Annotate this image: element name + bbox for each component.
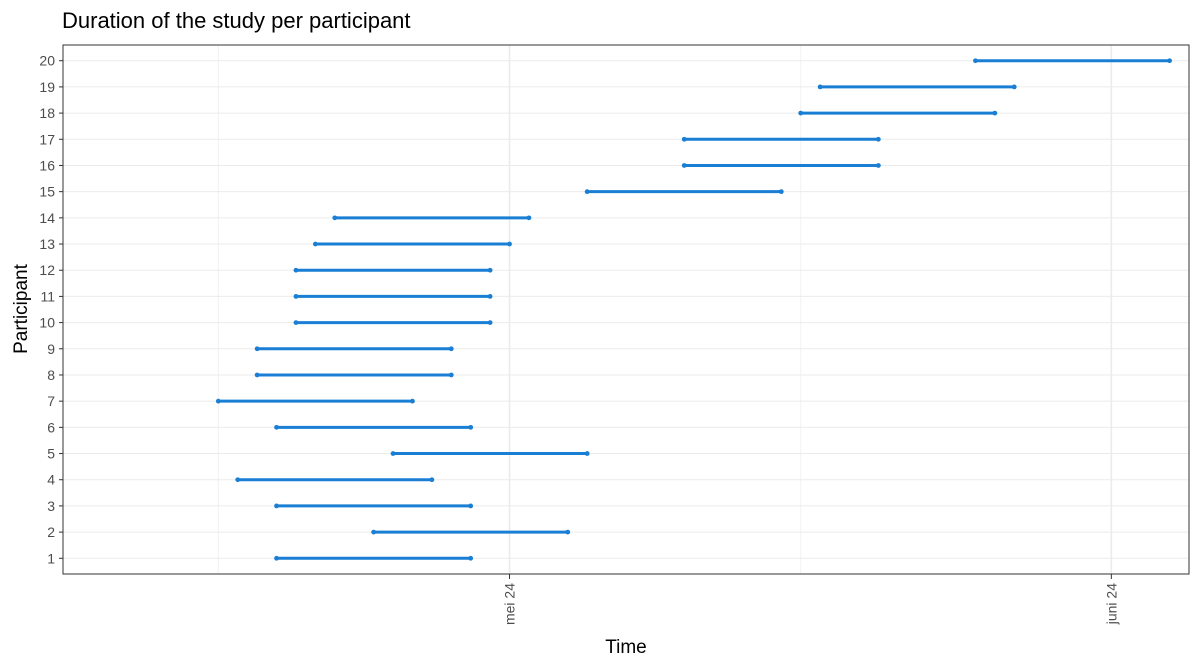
participant-3-end-point [468, 503, 474, 509]
y-tick-label: 8 [47, 367, 55, 383]
panel-border [62, 44, 1190, 575]
participant-13-start-point [312, 241, 318, 247]
participant-segments [215, 58, 1172, 561]
participant-6-start-point [274, 424, 279, 430]
participant-12-end-point [487, 267, 493, 273]
participant-2-start-point [371, 529, 377, 535]
participant-8-start-point [254, 372, 260, 378]
y-tick-label: 17 [39, 131, 55, 147]
participant-9-end-point [448, 346, 454, 352]
participant-6-end-point [468, 424, 474, 430]
participant-14-start-point [332, 215, 338, 221]
participant-10-end-point [487, 320, 493, 325]
y-tick-label: 16 [39, 157, 55, 173]
participant-10-start-point [293, 320, 299, 325]
participant-5-end-point [584, 451, 590, 456]
participant-4-end-point [429, 477, 435, 483]
participant-19-start-point [817, 84, 823, 90]
chart-title: Duration of the study per participant [62, 8, 411, 33]
y-tick-label: 3 [47, 498, 55, 514]
y-tick-label: 6 [47, 419, 55, 435]
participant-11-end-point [487, 294, 493, 299]
participant-15-end-point [778, 189, 784, 195]
participant-11-start-point [293, 294, 299, 299]
x-axis-ticks: mei 24 juni 24 [502, 574, 1119, 625]
y-tick-label: 2 [47, 524, 55, 540]
y-tick-label: 13 [39, 236, 55, 252]
participant-16-start-point [681, 163, 687, 168]
participant-3-start-point [274, 503, 279, 509]
participant-8-end-point [448, 372, 454, 378]
y-tick-label: 18 [39, 105, 55, 121]
participant-18-end-point [992, 110, 998, 116]
participant-15-start-point [584, 189, 590, 195]
participant-12-start-point [293, 267, 299, 273]
y-tick-label: 14 [39, 210, 55, 226]
y-tick-label: 10 [39, 315, 55, 331]
y-tick-label: 12 [39, 262, 55, 278]
plot-panel [62, 44, 1190, 575]
y-tick-label: 5 [47, 446, 55, 462]
participant-20-start-point [973, 58, 978, 64]
participant-5-start-point [390, 451, 396, 456]
y-tick-label: 7 [47, 393, 55, 409]
participant-18-start-point [798, 110, 804, 116]
y-tick-label: 20 [39, 53, 55, 69]
y-tick-label: 11 [40, 288, 55, 304]
participant-1-start-point [274, 555, 279, 561]
y-tick-label: 9 [47, 341, 55, 357]
y-tick-label: 19 [39, 79, 55, 95]
participant-9-start-point [254, 346, 260, 352]
participant-1-end-point [468, 555, 474, 561]
x-axis-title: Time [605, 637, 647, 658]
x-tick-label: juni 24 [1103, 583, 1119, 625]
x-tick-label: mei 24 [502, 583, 518, 625]
participant-20-end-point [1167, 58, 1172, 64]
participant-14-end-point [526, 215, 532, 221]
participant-13-end-point [507, 241, 512, 247]
participant-17-start-point [681, 136, 687, 142]
participant-7-start-point [215, 398, 221, 404]
y-tick-label: 4 [47, 472, 55, 488]
participant-7-end-point [410, 398, 415, 404]
y-tick-label: 15 [39, 184, 55, 200]
y-tick-label: 1 [47, 550, 55, 566]
participant-4-start-point [235, 477, 241, 483]
participant-17-end-point [875, 136, 881, 142]
participant-19-end-point [1011, 84, 1017, 90]
y-axis-title: Participant [11, 263, 32, 353]
participant-2-end-point [565, 529, 571, 535]
participant-16-end-point [875, 163, 881, 168]
